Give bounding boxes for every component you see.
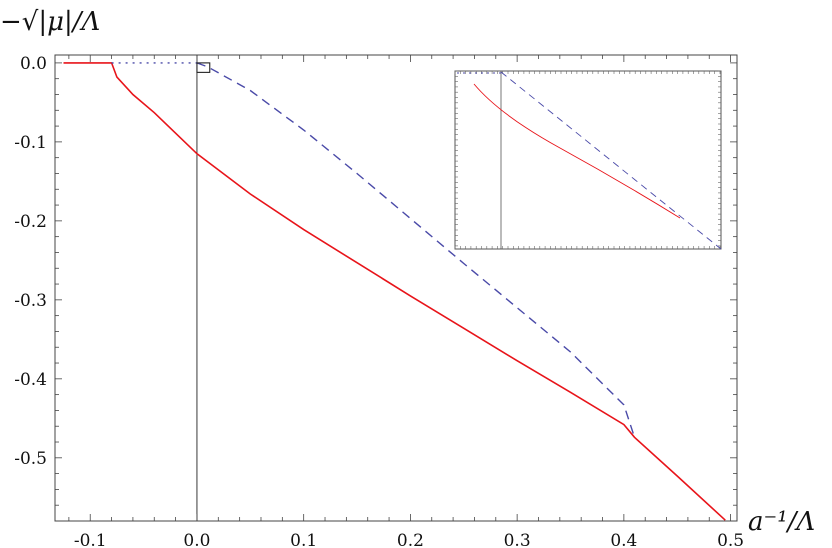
x-tick-label: 0.4 bbox=[610, 531, 637, 548]
x-tick-label: 0.0 bbox=[183, 531, 210, 548]
y-tick-label: -0.2 bbox=[14, 212, 47, 232]
y-axis-title: −√|μ|/Λ bbox=[0, 7, 100, 37]
y-tick-label: 0.0 bbox=[20, 54, 47, 74]
y-tick-label: -0.4 bbox=[14, 370, 47, 390]
series-line-dashed bbox=[196, 62, 636, 438]
x-tick-label: 0.2 bbox=[397, 531, 424, 548]
series-layer bbox=[63, 62, 726, 521]
x-tick-label: 0.1 bbox=[290, 531, 317, 548]
series-line-solid bbox=[63, 62, 726, 521]
y-tick-label: -0.5 bbox=[14, 449, 47, 469]
y-tick-label: -0.3 bbox=[14, 291, 47, 311]
inset-border bbox=[454, 70, 722, 250]
zoom-box bbox=[196, 62, 211, 73]
plot-border bbox=[54, 54, 738, 522]
inset-solid-line bbox=[473, 83, 681, 219]
inset-plot bbox=[454, 70, 722, 250]
tick-layer: -0.1 0.0 0.1 0.2 0.3 0.4 0.5 0.0 -0.1 -0.2 -0.3 -0.… bbox=[14, 54, 744, 548]
x-tick-label: 0.3 bbox=[504, 531, 531, 548]
x-tick-label: 0.5 bbox=[717, 531, 744, 548]
x-tick-label: -0.1 bbox=[74, 531, 107, 548]
x-axis-title: a⁻¹/Λ bbox=[748, 507, 815, 537]
y-tick-label: -0.1 bbox=[14, 133, 47, 153]
plot-frame bbox=[54, 54, 738, 522]
